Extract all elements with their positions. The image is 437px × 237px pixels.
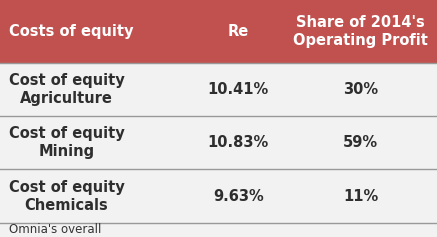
Bar (0, 63, 437, 116)
Text: Cost of equity
Chemicals: Cost of equity Chemicals (9, 180, 125, 213)
Bar (0, 116, 437, 169)
Text: Cost of equity
Agriculture: Cost of equity Agriculture (9, 73, 125, 106)
Text: 30%: 30% (343, 82, 378, 97)
Bar (0, 0, 437, 63)
Bar (0, 169, 437, 223)
Text: Re: Re (228, 24, 249, 39)
Text: Share of 2014's
Operating Profit: Share of 2014's Operating Profit (293, 15, 428, 48)
Text: 11%: 11% (343, 189, 378, 204)
Text: Cost of equity
Mining: Cost of equity Mining (9, 126, 125, 159)
Text: 10.83%: 10.83% (208, 135, 269, 150)
Text: Omnia's overall: Omnia's overall (9, 223, 101, 236)
Text: Costs of equity: Costs of equity (9, 24, 133, 39)
Text: 10.41%: 10.41% (208, 82, 269, 97)
Text: 9.63%: 9.63% (213, 189, 264, 204)
Text: 59%: 59% (343, 135, 378, 150)
